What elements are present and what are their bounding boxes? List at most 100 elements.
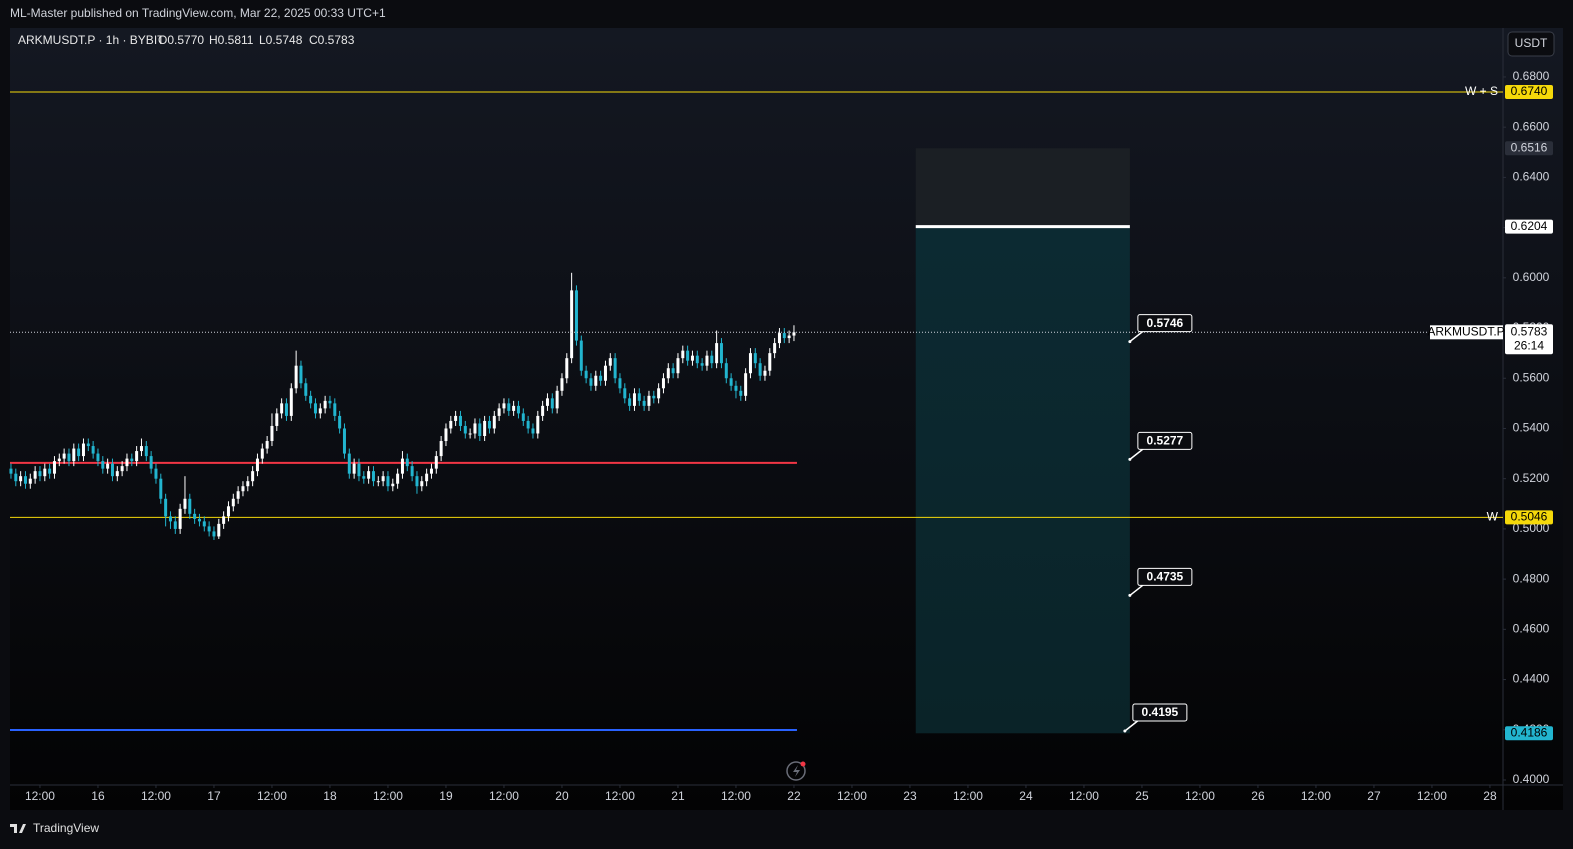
entry-tag [1505, 219, 1553, 234]
icon-dot[interactable] [800, 761, 806, 767]
candle-body [555, 390, 559, 409]
icon-bolt[interactable] [793, 765, 800, 777]
candle-body [599, 375, 603, 381]
candle-body [48, 468, 52, 474]
candle-body [710, 355, 714, 364]
candle-body [193, 513, 197, 519]
entry-tag-label: 0.6204 [1511, 219, 1548, 233]
candle-body [589, 378, 593, 386]
candle-body [468, 433, 472, 435]
candle-body [318, 408, 322, 414]
footer-brand: TradingView [33, 821, 99, 835]
candle-body [512, 405, 516, 411]
candle-body [115, 471, 119, 477]
candle-body [381, 476, 385, 482]
candle-body [81, 443, 85, 457]
x-tick-label: 28 [1483, 789, 1497, 803]
candle-body [280, 403, 284, 414]
candle-body [623, 388, 627, 399]
target-label: 0.5277 [1147, 434, 1184, 448]
y-tick-label: 0.5600 [1513, 370, 1550, 384]
candle-body [357, 463, 361, 477]
candle-body [367, 471, 371, 479]
candle-body [787, 335, 791, 339]
last-price-tag [1505, 324, 1553, 355]
candle-body [492, 415, 496, 429]
candle-body [676, 358, 680, 374]
lightning-icon[interactable] [786, 761, 806, 781]
x-tick-label: 12:00 [257, 789, 287, 803]
candle-body [178, 508, 182, 529]
x-tick-label: 12:00 [141, 789, 171, 803]
y-tick-label: 0.6000 [1513, 270, 1550, 284]
candle-body [304, 383, 308, 396]
candle-body [333, 403, 337, 416]
x-tick-label: 17 [207, 789, 221, 803]
candle-body [28, 478, 32, 484]
candle-body [101, 461, 105, 469]
candle-body [43, 468, 47, 477]
candle-body [420, 481, 424, 487]
candle-body [270, 425, 274, 442]
candle-body [439, 441, 443, 457]
candle-body [62, 453, 66, 459]
candle-body [284, 403, 288, 416]
x-tick-label: 12:00 [605, 789, 635, 803]
candle-body [618, 378, 622, 389]
candle-body [120, 466, 124, 472]
candle-body [159, 478, 163, 499]
y-tick-label: 0.6400 [1513, 170, 1550, 184]
candle-body [231, 498, 235, 507]
y-tick-label: 0.4600 [1513, 622, 1550, 636]
target-box [1132, 703, 1188, 722]
x-tick-label: 12:00 [953, 789, 983, 803]
x-tick-label: 12:00 [837, 789, 867, 803]
candle-body [226, 506, 230, 517]
candle-body [168, 516, 172, 522]
target-label: 0.4735 [1147, 570, 1184, 584]
candle-body [458, 415, 462, 426]
candle-body [449, 420, 453, 429]
y-tick-label: 0.6600 [1513, 119, 1550, 133]
candle-body [565, 358, 569, 379]
candle-body [705, 355, 709, 366]
candle-body [77, 448, 81, 457]
target-anchor [1128, 340, 1132, 344]
candle-body [434, 456, 438, 469]
candle-body [729, 378, 733, 386]
attribution: ML-Master published on TradingView.com, … [10, 6, 386, 20]
ohlc-low: L0.5748 [259, 33, 303, 47]
candle-body [463, 425, 467, 434]
candle-body [197, 518, 201, 522]
position-stop-zone [915, 148, 1130, 227]
candle-body [550, 398, 554, 409]
candle-body [260, 448, 264, 459]
candle-body [313, 403, 317, 414]
candle-body [536, 415, 540, 434]
candle-body [545, 398, 549, 406]
candle-body [86, 443, 90, 447]
x-tick-label: 16 [91, 789, 105, 803]
candle-body [396, 473, 400, 484]
candle-body [744, 373, 748, 396]
candle-body [782, 333, 786, 339]
candle-body [700, 363, 704, 366]
x-tick-label: 12:00 [1185, 789, 1215, 803]
candle-body [405, 458, 409, 467]
candle-body [541, 405, 545, 416]
candle-body [362, 476, 366, 479]
candle-body [478, 423, 482, 437]
target-pointer [1124, 719, 1140, 732]
currency-label[interactable]: USDT [1515, 36, 1548, 50]
currency-button[interactable] [1507, 31, 1555, 57]
candle-body [391, 483, 395, 487]
x-tick-label: 12:00 [1069, 789, 1099, 803]
candle-body [473, 423, 477, 434]
candle-body [768, 353, 772, 371]
icon-ring[interactable] [786, 761, 806, 781]
candle-body [652, 395, 656, 399]
x-tick-label: 12:00 [721, 789, 751, 803]
x-tick-label: 12:00 [1301, 789, 1331, 803]
candle-body [173, 521, 177, 529]
symbol-tag [1430, 325, 1503, 340]
